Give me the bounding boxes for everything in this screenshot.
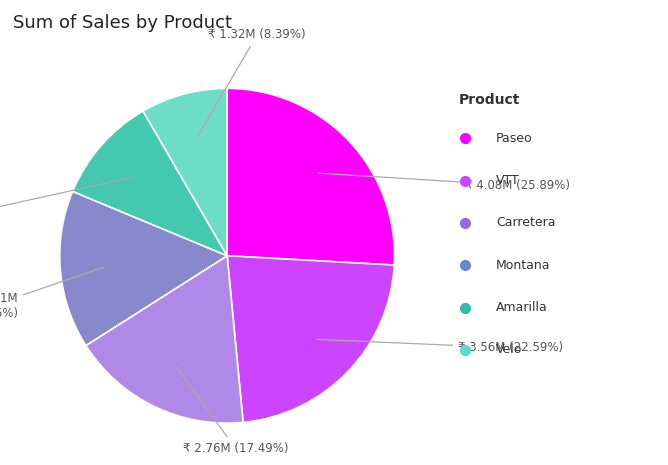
Text: ₹ 4.08M (25.89%): ₹ 4.08M (25.89%)	[317, 173, 570, 192]
Text: Sum of Sales by Product: Sum of Sales by Product	[13, 14, 232, 32]
Wedge shape	[227, 256, 394, 422]
Text: ₹ 1.32M (8.39%): ₹ 1.32M (8.39%)	[197, 28, 306, 137]
Text: Amarilla: Amarilla	[496, 301, 548, 314]
Text: Montana: Montana	[496, 259, 550, 272]
Text: VTT: VTT	[496, 174, 520, 187]
Wedge shape	[73, 111, 227, 256]
Text: ₹ 1.63M (10.37%): ₹ 1.63M (10.37%)	[0, 177, 134, 226]
Wedge shape	[86, 256, 243, 423]
Text: ₹ 2.76M (17.49%): ₹ 2.76M (17.49%)	[176, 366, 288, 455]
Wedge shape	[227, 88, 395, 265]
Text: Product: Product	[458, 93, 520, 107]
Wedge shape	[59, 192, 227, 345]
Text: Velo: Velo	[496, 344, 522, 356]
Text: Carretera: Carretera	[496, 217, 556, 229]
Text: ₹ 2.41M
(15.26%): ₹ 2.41M (15.26%)	[0, 267, 104, 320]
Text: Paseo: Paseo	[496, 132, 532, 145]
Text: ₹ 3.56M (22.59%): ₹ 3.56M (22.59%)	[317, 339, 563, 354]
Wedge shape	[143, 88, 227, 256]
